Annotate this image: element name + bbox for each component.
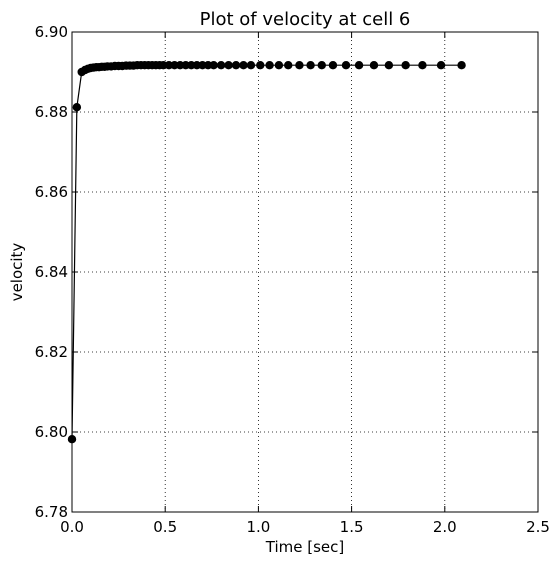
data-point	[274, 60, 284, 70]
data-point	[72, 103, 82, 112]
data-point	[418, 60, 427, 70]
data-point	[354, 60, 364, 70]
data-point	[317, 60, 326, 70]
x-tick-label: 1.5	[340, 518, 364, 536]
y-tick-label: 6.88	[35, 103, 68, 121]
data-point	[369, 60, 379, 70]
axis-ticks	[71, 31, 539, 513]
data-point	[246, 60, 256, 70]
x-tick-label: 2.0	[433, 518, 457, 536]
data-point	[209, 60, 218, 70]
data-point	[224, 60, 233, 70]
x-tick-label: 0.0	[60, 518, 84, 536]
y-tick-label: 6.80	[35, 423, 68, 441]
y-tick-label: 6.82	[35, 343, 68, 361]
data-point	[306, 60, 315, 70]
x-tick-labels: 0.0 0.5 1.0 1.5 2.0 2.5	[60, 518, 550, 536]
y-tick-labels: 6.78 6.80 6.82 6.84 6.86 6.88 6.90	[35, 23, 68, 521]
data-point	[457, 60, 466, 70]
data-point	[231, 60, 241, 70]
data-point	[284, 60, 293, 70]
data-point	[216, 60, 226, 70]
x-tick-label: 0.5	[153, 518, 177, 536]
y-tick-label: 6.90	[35, 23, 68, 41]
data-point	[265, 60, 274, 70]
data-point	[256, 60, 265, 70]
data-point	[295, 60, 304, 70]
x-axis-label: Time [sec]	[265, 538, 344, 556]
x-tick-label: 1.0	[246, 518, 270, 536]
data-point	[436, 60, 446, 70]
data-point	[239, 60, 248, 70]
data-point	[401, 60, 410, 70]
grid-lines	[71, 31, 539, 513]
y-axis-label: velocity	[8, 243, 26, 302]
y-tick-label: 6.78	[35, 503, 68, 521]
series-layer	[67, 60, 466, 444]
data-point	[328, 60, 338, 70]
series-line	[71, 64, 462, 440]
y-tick-label: 6.86	[35, 183, 68, 201]
y-tick-label: 6.84	[35, 263, 68, 281]
chart-title: Plot of velocity at cell 6	[200, 9, 411, 30]
data-point	[341, 60, 351, 70]
x-tick-label: 2.5	[526, 518, 550, 536]
data-point	[384, 60, 394, 70]
